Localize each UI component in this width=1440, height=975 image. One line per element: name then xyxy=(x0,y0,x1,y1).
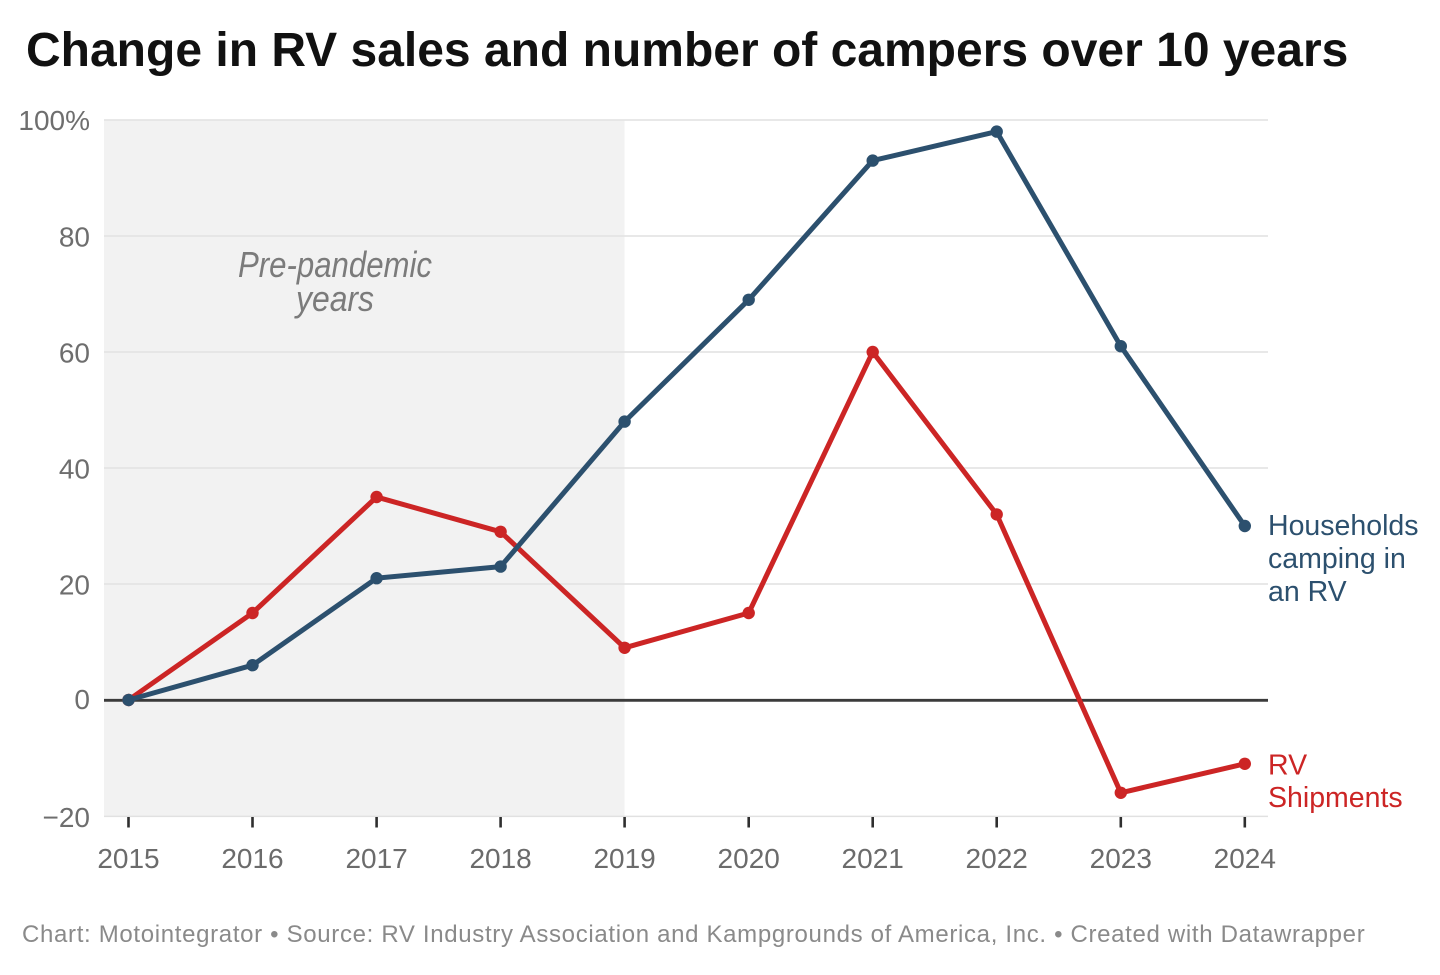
svg-text:2017: 2017 xyxy=(345,843,407,874)
svg-text:−20: −20 xyxy=(43,802,91,833)
svg-text:Shipments: Shipments xyxy=(1268,782,1403,814)
svg-text:0: 0 xyxy=(74,684,90,715)
svg-text:2024: 2024 xyxy=(1214,843,1276,874)
svg-text:an RV: an RV xyxy=(1268,576,1347,608)
svg-text:2020: 2020 xyxy=(718,843,780,874)
svg-text:2021: 2021 xyxy=(842,843,904,874)
svg-text:60: 60 xyxy=(59,337,90,368)
svg-text:Households: Households xyxy=(1268,510,1419,542)
svg-text:20: 20 xyxy=(59,569,90,600)
svg-text:Pre-pandemic: Pre-pandemic xyxy=(238,244,432,285)
svg-text:years: years xyxy=(293,278,374,319)
svg-text:100%: 100% xyxy=(18,105,90,136)
svg-text:80: 80 xyxy=(59,221,90,252)
svg-text:2023: 2023 xyxy=(1090,843,1152,874)
svg-text:2018: 2018 xyxy=(469,843,531,874)
svg-text:2019: 2019 xyxy=(593,843,655,874)
svg-text:40: 40 xyxy=(59,453,90,484)
svg-text:2022: 2022 xyxy=(966,843,1028,874)
svg-text:2016: 2016 xyxy=(221,843,283,874)
svg-text:RV: RV xyxy=(1268,749,1307,781)
svg-text:2015: 2015 xyxy=(97,843,159,874)
svg-text:camping in: camping in xyxy=(1268,543,1406,575)
